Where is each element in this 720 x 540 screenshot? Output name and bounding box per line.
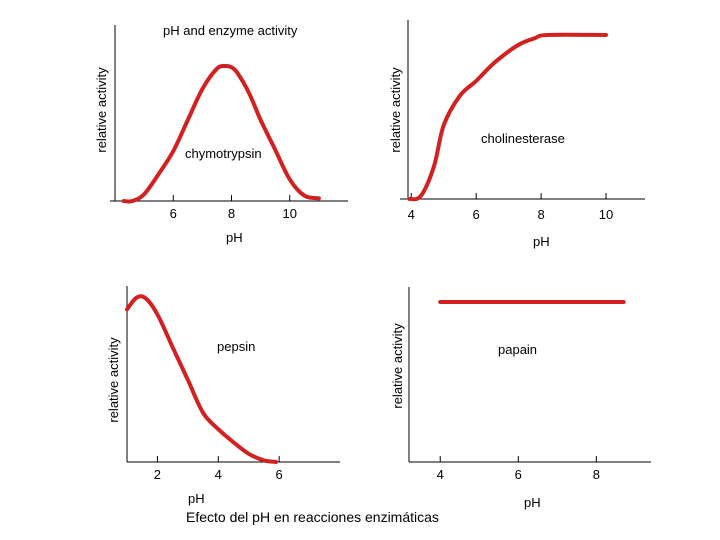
x-tick-label: 6: [170, 206, 177, 221]
x-tick-label: 6: [515, 467, 522, 482]
x-tick-label: 4: [437, 467, 444, 482]
figure-caption: Efecto del pH en reacciones enzimáticas: [186, 509, 439, 525]
curve-cholinesterase: [407, 32, 608, 202]
x-tick-label: 4: [408, 207, 415, 222]
curve-pepsin: [125, 294, 279, 464]
x-axis-label: pH: [188, 491, 205, 506]
x-tick-label: 8: [593, 467, 600, 482]
series-label: papain: [498, 342, 537, 357]
x-axis-label: pH: [533, 234, 550, 249]
chart-pepsin: relative activity pH pepsin 2 4 6: [106, 286, 340, 506]
x-tick-label: 10: [599, 207, 613, 222]
series-label: cholinesterase: [481, 131, 565, 146]
chart-title: pH and enzyme activity: [163, 23, 298, 38]
x-tick-label: 6: [276, 467, 283, 482]
series-label: chymotrypsin: [185, 146, 262, 161]
x-tick-label: 2: [154, 467, 161, 482]
curve-chymotrypsin: [121, 63, 321, 204]
x-tick-label: 4: [215, 467, 222, 482]
x-tick-label: 8: [537, 207, 544, 222]
chart-cholinesterase: relative activity pH cholinesterase 4 6 8 1…: [388, 20, 645, 249]
series-label: pepsin: [217, 339, 255, 354]
y-axis-label: relative activity: [106, 337, 121, 423]
x-tick-label: 10: [283, 206, 297, 221]
x-axis-label: pH: [524, 495, 541, 510]
y-axis-label: relative activity: [388, 67, 403, 153]
x-axis-label: pH: [226, 230, 243, 245]
y-axis-label: relative activity: [390, 323, 405, 409]
chart-chymotrypsin: pH and enzyme activity relative activity…: [94, 23, 348, 245]
x-tick-label: 6: [473, 207, 480, 222]
x-tick-label: 8: [228, 206, 235, 221]
chart-papain: relative activity pH papain 4 6 8: [390, 287, 651, 510]
y-axis-label: relative activity: [94, 67, 109, 153]
